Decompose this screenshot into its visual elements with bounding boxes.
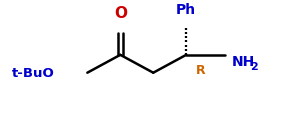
Text: NH: NH xyxy=(232,55,255,68)
Text: R: R xyxy=(196,64,205,77)
Text: Ph: Ph xyxy=(176,3,196,17)
Text: 2: 2 xyxy=(250,62,258,72)
Text: t-BuO: t-BuO xyxy=(12,67,55,80)
Text: O: O xyxy=(114,6,127,21)
